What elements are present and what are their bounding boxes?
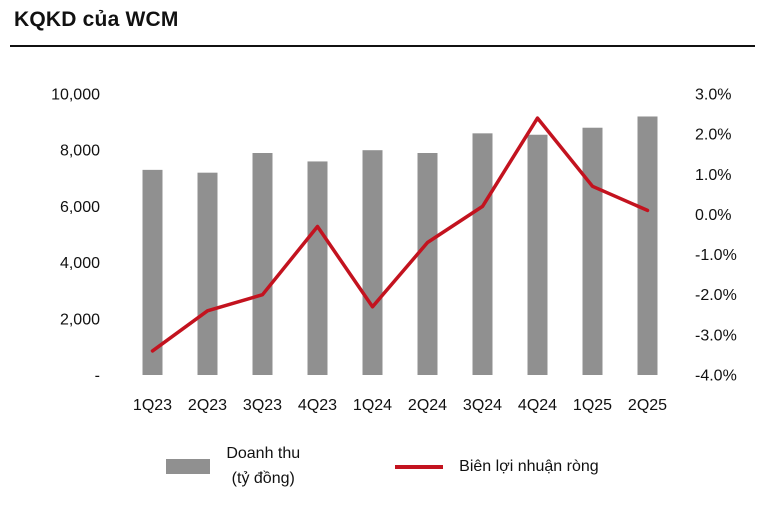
revenue-bar	[307, 161, 328, 375]
legend-revenue-line2: (tỷ đồng)	[231, 469, 295, 487]
chart-canvas: 10,0008,0006,0004,0002,000-3.0%2.0%1.0%0…	[51, 87, 737, 415]
net-margin-line	[150, 116, 650, 353]
x-axis-category-label: 4Q24	[518, 397, 557, 414]
legend-margin-label: Biên lợi nhuận ròng	[459, 457, 599, 475]
revenue-bar	[362, 150, 383, 375]
left-axis-tick-label: 2,000	[60, 311, 100, 328]
legend-item-revenue: Doanh thu (tỷ đồng)	[166, 442, 300, 492]
x-axis-category-label: 3Q24	[463, 397, 502, 414]
legend-revenue-label: Doanh thu (tỷ đồng)	[226, 442, 300, 492]
line-swatch-icon	[395, 464, 444, 469]
left-axis-tick-label: -	[95, 368, 100, 385]
x-axis-category-label: 3Q23	[243, 397, 282, 414]
legend-revenue-line1: Doanh thu	[226, 445, 301, 462]
right-axis-tick-label: 2.0%	[695, 127, 731, 144]
x-axis-category-label: 2Q23	[188, 397, 227, 414]
x-axis-category-label: 1Q24	[353, 397, 392, 414]
chart-legend: Doanh thu (tỷ đồng) Biên lợi nhuận ròng	[0, 442, 765, 492]
right-axis-tick-label: -1.0%	[695, 247, 737, 264]
combo-chart: 10,000 8,000 6,000 4,000 2,000-3.0% 2.0% 1.0% 0…	[0, 70, 765, 430]
revenue-bar	[417, 153, 438, 375]
right-axis-tick-label: -3.0%	[695, 327, 737, 344]
x-axis-category-label: 2Q25	[628, 397, 667, 414]
revenue-bar	[637, 116, 658, 376]
page-title: KQKD của WCM	[14, 8, 179, 31]
x-axis-category-label: 4Q23	[298, 397, 337, 414]
x-axis-category-label: 1Q23	[133, 397, 172, 414]
revenue-bar	[252, 153, 273, 375]
bar-swatch-icon	[166, 459, 211, 475]
left-axis-tick-label: 6,000	[60, 199, 100, 216]
left-axis-tick-label: 10,000	[51, 87, 100, 104]
left-axis-tick-label: 4,000	[60, 255, 100, 272]
left-axis-tick-label: 8,000	[60, 143, 100, 160]
revenue-bar	[142, 169, 163, 375]
x-axis-category-label: 2Q24	[408, 397, 447, 414]
revenue-bar	[197, 172, 218, 375]
legend-item-margin: Biên lợi nhuận ròng	[395, 457, 599, 476]
x-axis-category-label: 1Q25	[573, 397, 612, 414]
revenue-bar	[472, 133, 493, 375]
right-axis-tick-label: -4.0%	[695, 368, 737, 385]
revenue-bar	[582, 127, 603, 375]
right-axis-tick-label: -2.0%	[695, 287, 737, 304]
revenue-bar	[527, 134, 548, 375]
right-axis-tick-label: 3.0%	[695, 87, 731, 104]
right-axis-tick-label: 1.0%	[695, 167, 731, 184]
right-axis-tick-label: 0.0%	[695, 207, 731, 224]
title-divider	[10, 45, 755, 47]
